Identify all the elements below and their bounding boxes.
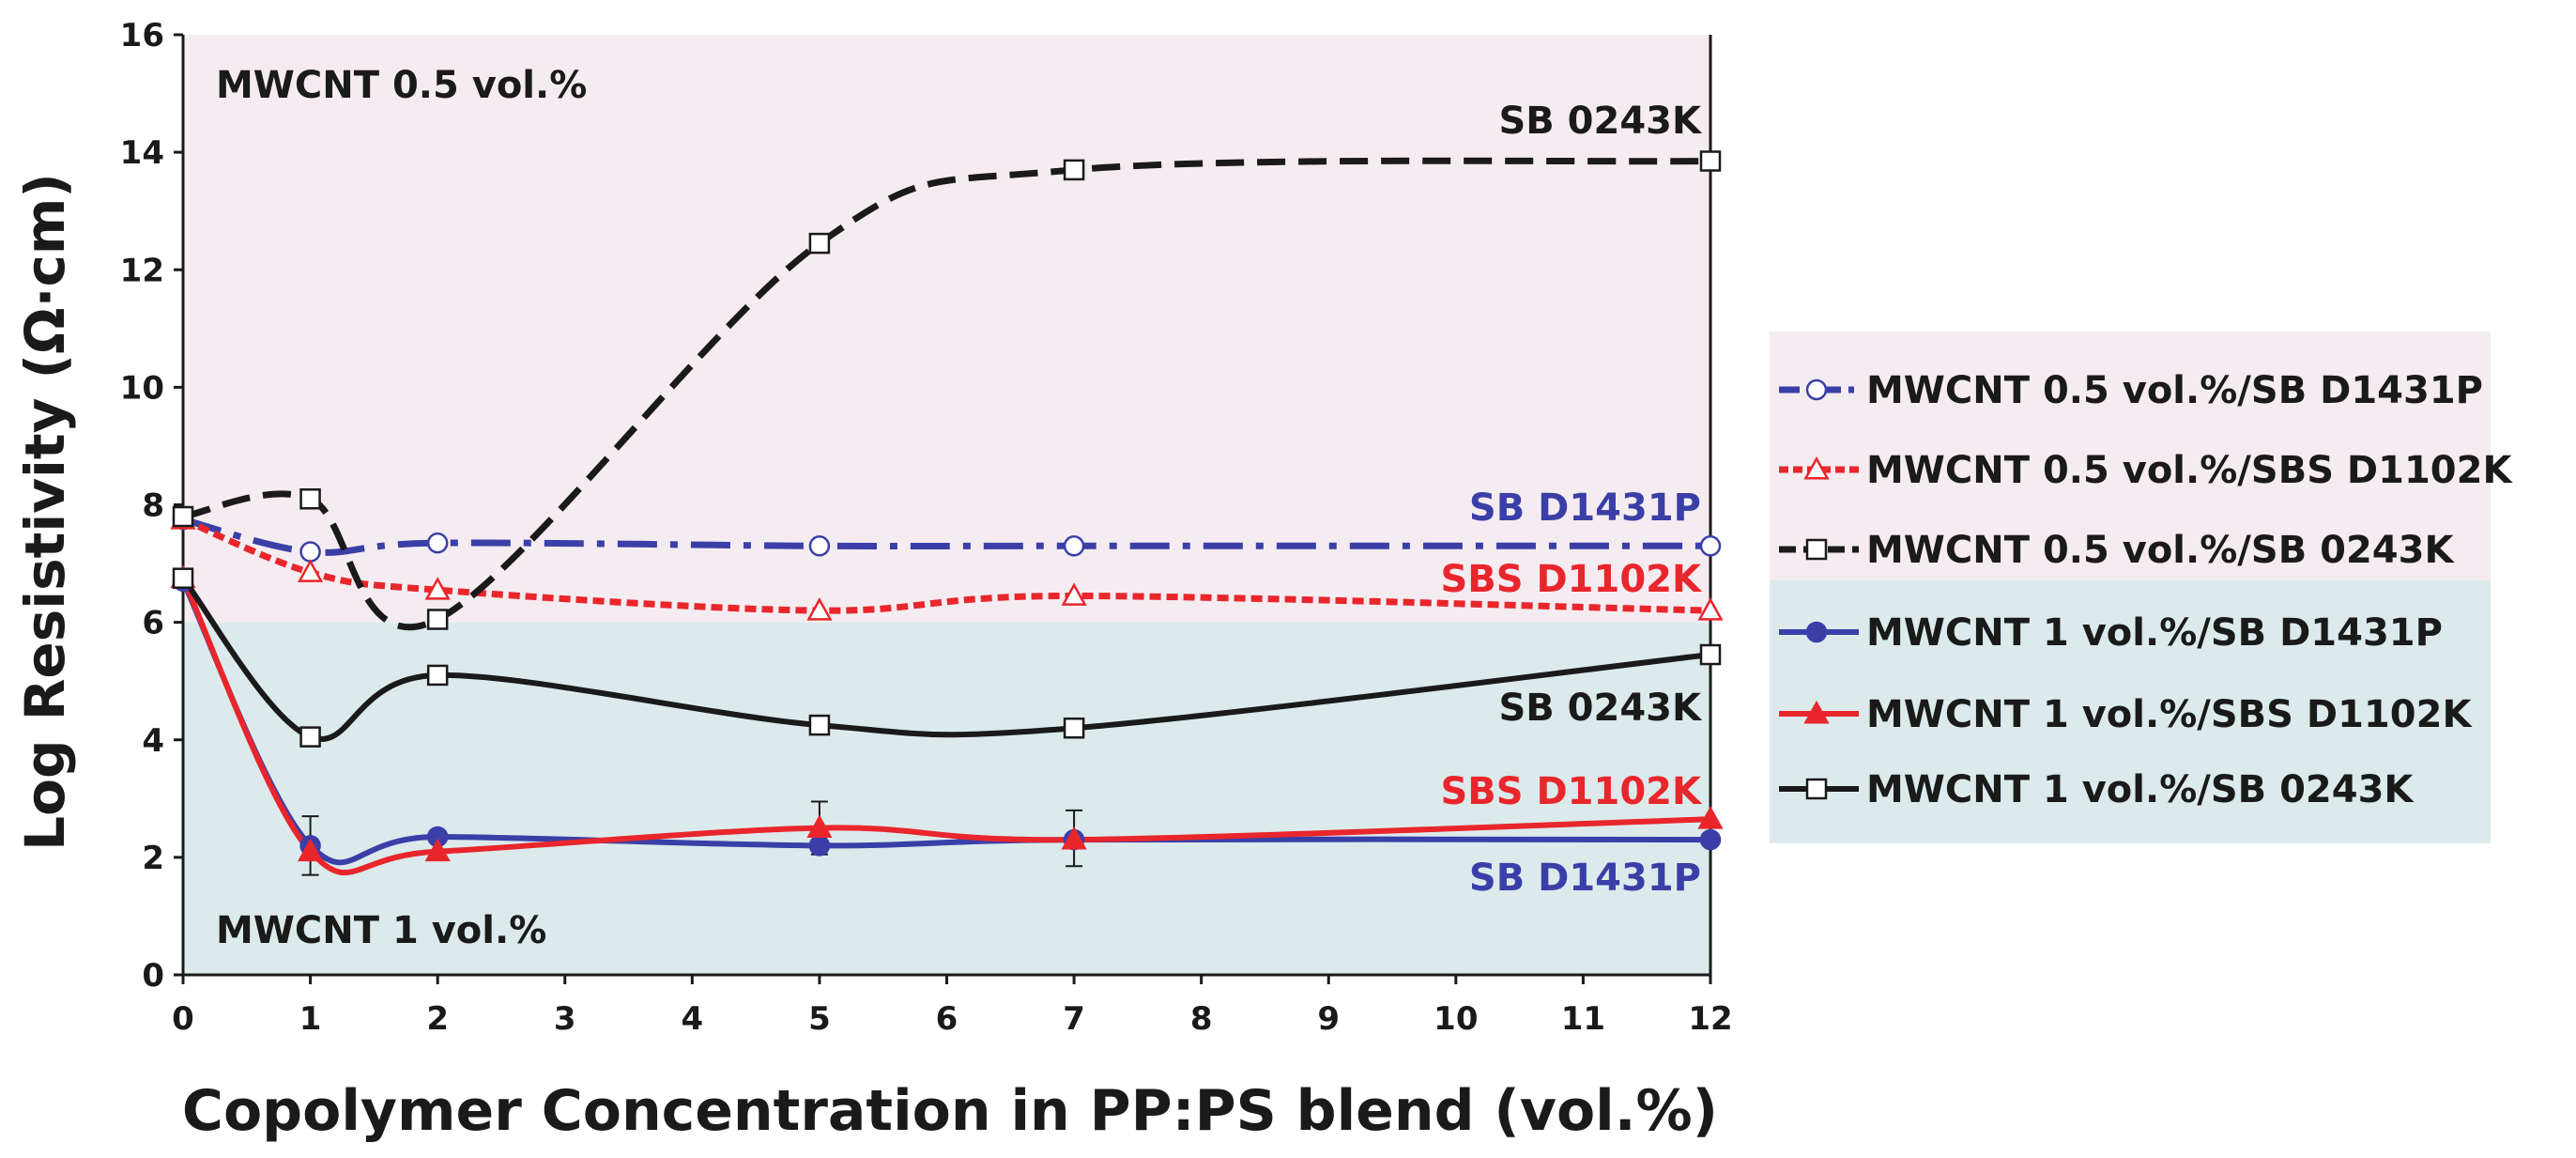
legend-background <box>1770 332 2491 843</box>
region-label-bottom: MWCNT 1 vol.% <box>216 909 546 952</box>
label-sb0243k-upper: SB 0243K <box>1498 100 1703 143</box>
x-tick-label: 11 <box>1561 1000 1605 1038</box>
data-point <box>1699 643 1722 666</box>
y-tick-label: 0 <box>142 957 164 995</box>
legend-label: MWCNT 0.5 vol.%/SBS D1102K <box>1866 449 2513 492</box>
x-tick-labels: 0 1 2 3 4 5 6 7 8 9 10 11 12 <box>172 975 1733 1038</box>
data-point <box>808 535 831 557</box>
y-tick-labels: 0 2 4 6 8 10 12 14 16 <box>120 17 183 995</box>
series-line-4 <box>180 577 1711 876</box>
data-point <box>1063 717 1085 739</box>
data-point <box>426 609 449 630</box>
data-point <box>297 838 324 862</box>
x-tick-label: 3 <box>554 1000 576 1038</box>
y-tick-label: 4 <box>142 722 164 760</box>
region-0 <box>183 35 1710 623</box>
data-point <box>808 714 831 736</box>
legend: MWCNT 0.5 vol.%/SB D1431P MWCNT 0.5 vol.%… <box>1779 369 2513 811</box>
series-line-3 <box>180 579 1711 866</box>
y-tick-label: 6 <box>142 605 164 642</box>
x-axis-title: Copolymer Concentration in PP:PS blend (… <box>182 1078 1718 1144</box>
legend-swatch-marker <box>1803 700 1830 724</box>
data-point <box>172 567 194 589</box>
label-sbd1431p-lower: SB D1431P <box>1469 857 1701 900</box>
x-tick-label: 2 <box>426 1000 449 1038</box>
x-tick-label: 6 <box>936 1000 958 1038</box>
legend-swatch-marker <box>1805 621 1828 643</box>
data-point <box>806 814 833 839</box>
data-point <box>424 577 451 600</box>
legend-label: MWCNT 0.5 vol.%/SB 0243K <box>1866 529 2455 572</box>
legend-panel-0 <box>1770 332 2491 580</box>
y-axis-title: Log Resistivity (Ω·cm) <box>13 173 77 851</box>
legend-swatch-marker <box>1805 778 1828 800</box>
y-tick-label: 12 <box>120 252 164 289</box>
data-point <box>1061 582 1087 606</box>
label-sbs-d1102k-upper: SBS D1102K <box>1440 558 1703 601</box>
data-point <box>808 835 831 857</box>
data-point <box>1063 159 1085 181</box>
y-tick-label: 14 <box>120 134 164 172</box>
data-point <box>1061 826 1087 850</box>
legend-label: MWCNT 1 vol.%/SB 0243K <box>1866 768 2415 811</box>
data-point <box>1699 828 1722 851</box>
y-tick-label: 8 <box>142 487 164 525</box>
y-tick-label: 16 <box>120 17 164 54</box>
data-point <box>1699 535 1722 557</box>
label-sbs-d1102k-lower: SBS D1102K <box>1440 770 1703 813</box>
legend-swatch-marker <box>1803 455 1830 480</box>
x-tick-label: 4 <box>681 1000 703 1038</box>
y-tick-label: 10 <box>120 369 164 407</box>
data-point <box>1697 806 1724 829</box>
region-label-top: MWCNT 0.5 vol.% <box>216 64 587 107</box>
data-point <box>808 232 831 255</box>
data-point <box>172 505 194 528</box>
series-line-2 <box>182 157 1711 631</box>
x-tick-label: 10 <box>1434 1000 1478 1038</box>
label-sb0243k-lower: SB 0243K <box>1498 687 1703 730</box>
x-tick-label: 7 <box>1063 1000 1085 1038</box>
data-point <box>1697 597 1724 621</box>
legend-panel-1 <box>1770 580 2491 843</box>
legend-label: MWCNT 0.5 vol.%/SB D1431P <box>1866 369 2483 412</box>
legend-swatch-marker <box>1805 378 1828 401</box>
legend-label: MWCNT 1 vol.%/SBS D1102K <box>1866 693 2473 736</box>
data-point <box>426 664 449 687</box>
legend-label: MWCNT 1 vol.%/SB D1431P <box>1866 611 2443 655</box>
annotations: MWCNT 0.5 vol.% MWCNT 1 vol.% SB 0243K SB D… <box>216 64 1703 952</box>
x-tick-label: 1 <box>299 1000 322 1038</box>
y-tick-label: 2 <box>142 840 164 877</box>
legend-swatch-marker <box>1805 538 1828 561</box>
data-point <box>299 487 321 510</box>
x-tick-label: 9 <box>1317 1000 1340 1038</box>
data-point <box>297 559 324 582</box>
data-point <box>1063 535 1085 557</box>
data-point <box>424 838 451 862</box>
data-point <box>426 532 449 554</box>
x-tick-label: 5 <box>808 1000 831 1038</box>
x-tick-label: 0 <box>172 1000 194 1038</box>
data-point <box>299 541 321 563</box>
data-point <box>806 597 833 621</box>
label-sbd1431p-upper: SB D1431P <box>1469 486 1701 530</box>
x-tick-label: 12 <box>1688 1000 1732 1038</box>
series-markers <box>170 150 1724 862</box>
data-point <box>1699 150 1722 172</box>
data-point <box>299 726 321 748</box>
x-tick-label: 8 <box>1190 1000 1213 1038</box>
